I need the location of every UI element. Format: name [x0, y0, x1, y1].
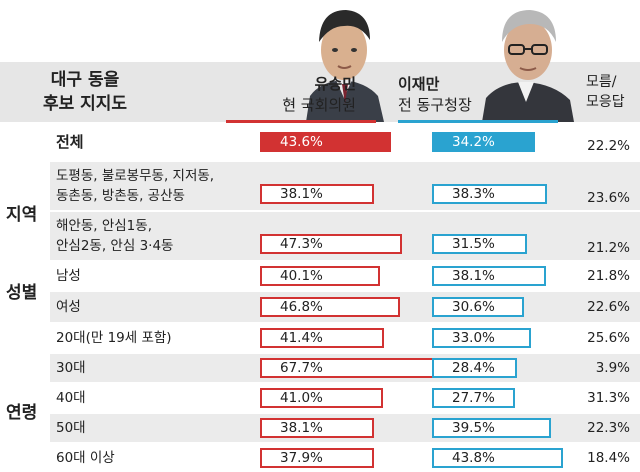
- value-label-candidate-1: 43.6%: [280, 134, 323, 150]
- value-label-candidate-1: 47.3%: [280, 236, 323, 252]
- category-label: 여성: [56, 297, 81, 317]
- value-label-other: 23.6%: [587, 190, 630, 206]
- category-label: 50대: [56, 418, 86, 438]
- category-label-line: 안심2동, 안심 3·4동: [56, 238, 174, 254]
- candidate-2-header: 이재만 전 동구청장: [398, 74, 498, 116]
- category-label-line: 전체: [56, 133, 84, 151]
- category-label: 20대(만 19세 포함): [56, 328, 172, 348]
- group-separator: [0, 322, 640, 324]
- candidate-1-photo-icon: [306, 10, 384, 122]
- group-separator: [0, 260, 640, 262]
- category-label-line: 20대(만 19세 포함): [56, 330, 172, 346]
- bar-candidate-1: [260, 297, 401, 317]
- bar-candidate-2: [432, 328, 531, 348]
- bar-candidate-1: [260, 184, 375, 204]
- category-label-line: 50대: [56, 420, 86, 436]
- category-label: 도평동, 불로봉무동, 지저동, 동촌동, 방촌동, 공산동: [56, 166, 214, 206]
- value-label-candidate-2: 27.7%: [452, 390, 495, 406]
- category-label-line: 해안동, 안심1동,: [56, 218, 152, 234]
- category-label-line: 도평동, 불로봉무동, 지저동,: [56, 168, 215, 184]
- value-label-candidate-1: 46.8%: [280, 299, 323, 315]
- candidate-2-underline: [398, 120, 558, 123]
- value-label-candidate-1: 38.1%: [280, 420, 323, 436]
- value-label-other: 22.2%: [587, 138, 630, 154]
- bar-candidate-1: [260, 132, 391, 152]
- value-label-other: 25.6%: [587, 330, 630, 346]
- other-header-line-1: 모름/: [586, 74, 617, 90]
- category-label-line: 40대: [56, 390, 86, 406]
- category-label: 30대: [56, 358, 86, 378]
- candidate-1-desc: 현 국회의원: [282, 96, 356, 114]
- value-label-candidate-1: 37.9%: [280, 450, 323, 466]
- value-label-candidate-1: 41.0%: [280, 390, 323, 406]
- candidate-2-photo-icon: [482, 10, 574, 122]
- category-label: 전체: [56, 132, 84, 152]
- bar-candidate-1: [260, 418, 375, 438]
- value-label-other: 21.2%: [587, 240, 630, 256]
- value-label-candidate-2: 43.8%: [452, 450, 495, 466]
- bar-candidate-1: [260, 234, 402, 254]
- category-label: 남성: [56, 266, 81, 286]
- bar-candidate-1: [260, 388, 383, 408]
- value-label-candidate-2: 28.4%: [452, 360, 495, 376]
- bar-candidate-2: [432, 132, 535, 152]
- bar-candidate-1: [260, 328, 385, 348]
- value-label-candidate-2: 30.6%: [452, 299, 495, 315]
- category-label-line: 남성: [56, 268, 81, 284]
- value-label-candidate-1: 67.7%: [280, 360, 323, 376]
- value-label-candidate-2: 33.0%: [452, 330, 495, 346]
- group-label: 성별: [6, 283, 38, 303]
- value-label-other: 21.8%: [587, 268, 630, 284]
- bar-candidate-1: [260, 448, 374, 468]
- category-label-line: 여성: [56, 299, 81, 315]
- bar-candidate-2: [432, 297, 524, 317]
- value-label-candidate-2: 34.2%: [452, 134, 495, 150]
- value-label-candidate-2: 39.5%: [452, 420, 495, 436]
- chart-title-line-2: 후보 지지도: [42, 94, 128, 114]
- value-label-candidate-1: 40.1%: [280, 268, 323, 284]
- bar-candidate-2: [432, 184, 547, 204]
- bar-candidate-2: [432, 418, 551, 438]
- category-label: 60대 이상: [56, 448, 115, 468]
- chart-title-line-1: 대구 동을: [50, 70, 120, 90]
- candidate-1-name: 유승민: [314, 75, 356, 93]
- bar-candidate-2: [432, 358, 518, 378]
- value-label-candidate-2: 31.5%: [452, 236, 495, 252]
- value-label-candidate-2: 38.3%: [452, 186, 495, 202]
- value-label-other: 22.6%: [587, 299, 630, 315]
- bar-candidate-2: [432, 234, 527, 254]
- bar-candidate-2: [432, 266, 547, 286]
- value-label-other: 31.3%: [587, 390, 630, 406]
- group-label: 지역: [6, 205, 38, 225]
- value-label-candidate-2: 38.1%: [452, 268, 495, 284]
- other-header: 모름/ 모응답: [586, 72, 625, 112]
- chart-title: 대구 동을 후보 지지도: [30, 68, 140, 116]
- value-label-other: 18.4%: [587, 450, 630, 466]
- bar-candidate-1: [260, 266, 381, 286]
- candidate-2-name: 이재만: [398, 75, 440, 93]
- other-header-line-2: 모응답: [586, 94, 625, 110]
- value-label-other: 22.3%: [587, 420, 630, 436]
- value-label-other: 3.9%: [595, 360, 630, 376]
- category-label-line: 30대: [56, 360, 86, 376]
- group-label: 연령: [6, 403, 38, 423]
- category-label-line: 60대 이상: [56, 450, 115, 466]
- bar-candidate-2: [432, 448, 564, 468]
- candidate-1-header: 유승민 현 국회의원: [196, 74, 356, 116]
- candidate-1-underline: [226, 120, 376, 123]
- candidate-2-desc: 전 동구청장: [398, 96, 472, 114]
- value-label-candidate-1: 38.1%: [280, 186, 323, 202]
- bar-candidate-2: [432, 388, 516, 408]
- value-label-candidate-1: 41.4%: [280, 330, 323, 346]
- category-label: 해안동, 안심1동, 안심2동, 안심 3·4동: [56, 216, 173, 256]
- group-separator: [0, 160, 640, 162]
- category-label-line: 동촌동, 방촌동, 공산동: [56, 188, 185, 204]
- category-label: 40대: [56, 388, 86, 408]
